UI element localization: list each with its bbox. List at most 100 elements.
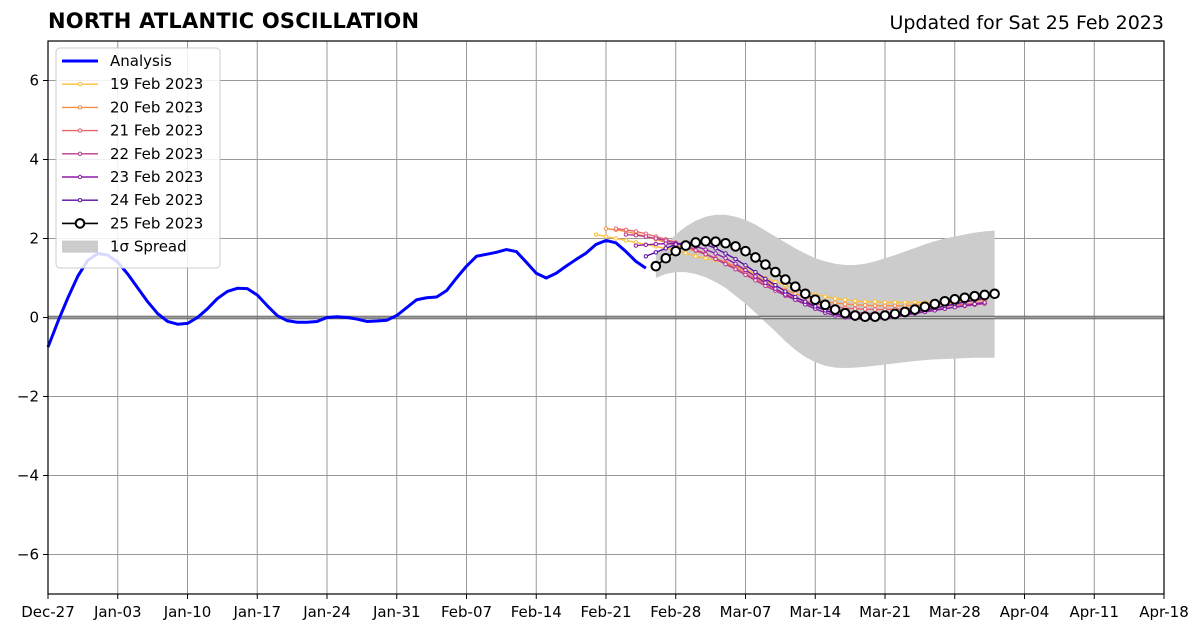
- legend-entry-23-feb-2023: 23 Feb 2023: [62, 168, 203, 186]
- forecast-point: [862, 303, 868, 308]
- legend-marker: [77, 128, 83, 133]
- forecast-point: [643, 234, 649, 239]
- legend-marker: [77, 82, 83, 87]
- legend-entry-19-feb-2023: 19 Feb 2023: [62, 75, 203, 93]
- forecast-point: [852, 302, 858, 308]
- spread-area: [655, 214, 995, 369]
- forecast-point: [723, 251, 728, 256]
- zero-line: [48, 315, 1164, 320]
- forecast-point: [832, 300, 838, 306]
- legend-entry-22-feb-2023: 22 Feb 2023: [62, 145, 203, 163]
- forecast-point: [919, 301, 931, 313]
- forecast-point: [989, 288, 1000, 300]
- x-tick-label: Mar-07: [720, 603, 772, 621]
- forecast-point: [670, 245, 682, 257]
- forecast-point: [750, 252, 761, 263]
- forecast-point: [693, 248, 698, 253]
- forecast-point: [680, 240, 692, 251]
- forecast-point: [849, 310, 861, 321]
- forecast-point: [823, 294, 828, 299]
- legend-entry-24-feb-2023: 24 Feb 2023: [62, 191, 203, 209]
- forecast-point: [743, 267, 748, 273]
- forecast-point: [633, 229, 639, 234]
- legend-marker: [77, 151, 83, 157]
- forecast-point: [760, 259, 771, 270]
- forecast-point: [780, 274, 791, 285]
- forecast-point: [613, 226, 619, 231]
- analysis-line: [46, 238, 647, 348]
- y-tick-label: 4: [29, 151, 39, 169]
- forecast-point: [673, 242, 678, 247]
- y-axis-ticks: 6 4 2 0 −2 −4 −6: [17, 72, 48, 564]
- forecast-point: [743, 263, 748, 268]
- forecast-point: [623, 232, 629, 237]
- forecast-point: [799, 288, 811, 300]
- forecast-point: [623, 227, 629, 233]
- forecast-point: [720, 237, 731, 249]
- legend-label: 22 Feb 2023: [110, 145, 203, 163]
- x-tick-label: Apr-04: [1000, 603, 1050, 621]
- forecast-point: [770, 266, 781, 278]
- forecast-point: [869, 311, 881, 323]
- forecast-point: [892, 303, 898, 308]
- forecast-point: [723, 256, 728, 261]
- x-tick-label: Mar-28: [929, 603, 981, 621]
- forecast-point: [703, 256, 708, 261]
- x-axis-ticks: Dec-27 Jan-03 Jan-10 Jan-17 Jan-24 Jan-31 Feb-…: [21, 594, 1189, 621]
- forecast-point: [753, 278, 758, 283]
- chart-title: NORTH ATLANTIC OSCILLATION: [48, 9, 420, 33]
- forecast-point: [733, 261, 738, 266]
- forecast-point: [663, 246, 668, 251]
- legend-marker: [77, 174, 83, 180]
- forecast-point: [710, 236, 721, 247]
- forecast-point: [783, 289, 788, 294]
- forecast-point: [819, 299, 831, 311]
- forecast-point: [643, 242, 649, 248]
- forecast-point: [703, 247, 708, 252]
- legend-label: Analysis: [110, 52, 172, 70]
- legend-entry-20-feb-2023: 20 Feb 2023: [62, 98, 203, 116]
- series-lines: [46, 226, 1000, 348]
- forecast-point: [852, 298, 858, 304]
- forecast-point: [949, 294, 961, 305]
- forecast-point: [872, 303, 878, 308]
- forecast-point: [872, 299, 878, 304]
- forecast-point: [740, 245, 751, 257]
- forecast-point: [660, 252, 672, 264]
- legend-entry-1σ-spread: 1σ Spread: [62, 238, 187, 256]
- legend-label: 23 Feb 2023: [110, 168, 203, 186]
- forecast-point: [773, 282, 778, 288]
- forecast-point: [882, 303, 888, 308]
- forecast-point: [962, 303, 967, 308]
- forecast-point: [909, 304, 921, 315]
- forecast-point: [832, 296, 838, 301]
- x-tick-label: Jan-03: [93, 603, 142, 621]
- legend-label: 20 Feb 2023: [110, 98, 203, 116]
- x-tick-label: Mar-21: [859, 603, 911, 621]
- legend-label: 25 Feb 2023: [110, 214, 203, 232]
- y-tick-label: 6: [29, 72, 39, 90]
- forecast-point: [593, 232, 599, 237]
- forecast-point: [633, 243, 639, 248]
- chart-subtitle: Updated for Sat 25 Feb 2023: [889, 12, 1164, 34]
- y-tick-label: −2: [17, 388, 39, 406]
- forecast-point: [743, 272, 748, 278]
- x-tick-label: Jan-10: [163, 603, 212, 621]
- legend-marker: [74, 218, 86, 229]
- forecast-point: [700, 235, 711, 247]
- forecast-point: [793, 294, 798, 300]
- x-tick-label: Jan-31: [372, 603, 421, 621]
- forecast-point: [653, 250, 659, 255]
- legend-swatch: [62, 240, 98, 253]
- forecast-point: [713, 246, 718, 251]
- legend-entry-analysis: Analysis: [62, 52, 172, 70]
- forecast-point: [683, 250, 688, 256]
- forecast-point: [929, 298, 941, 310]
- forecast-point: [862, 299, 868, 304]
- forecast-point: [839, 307, 851, 319]
- forecast-point: [690, 237, 701, 248]
- x-tick-label: Jan-17: [232, 603, 281, 621]
- forecast-point: [842, 301, 848, 307]
- forecast-point: [703, 252, 708, 257]
